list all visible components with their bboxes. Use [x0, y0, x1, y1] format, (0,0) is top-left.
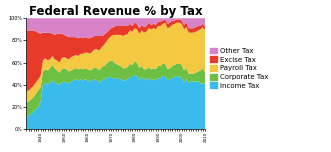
Legend: Other Tax, Excise Tax, Payroll Tax, Corporate Tax, Income Tax: Other Tax, Excise Tax, Payroll Tax, Corp… [211, 48, 268, 89]
Title: Federal Revenue % by Tax: Federal Revenue % by Tax [29, 5, 203, 18]
